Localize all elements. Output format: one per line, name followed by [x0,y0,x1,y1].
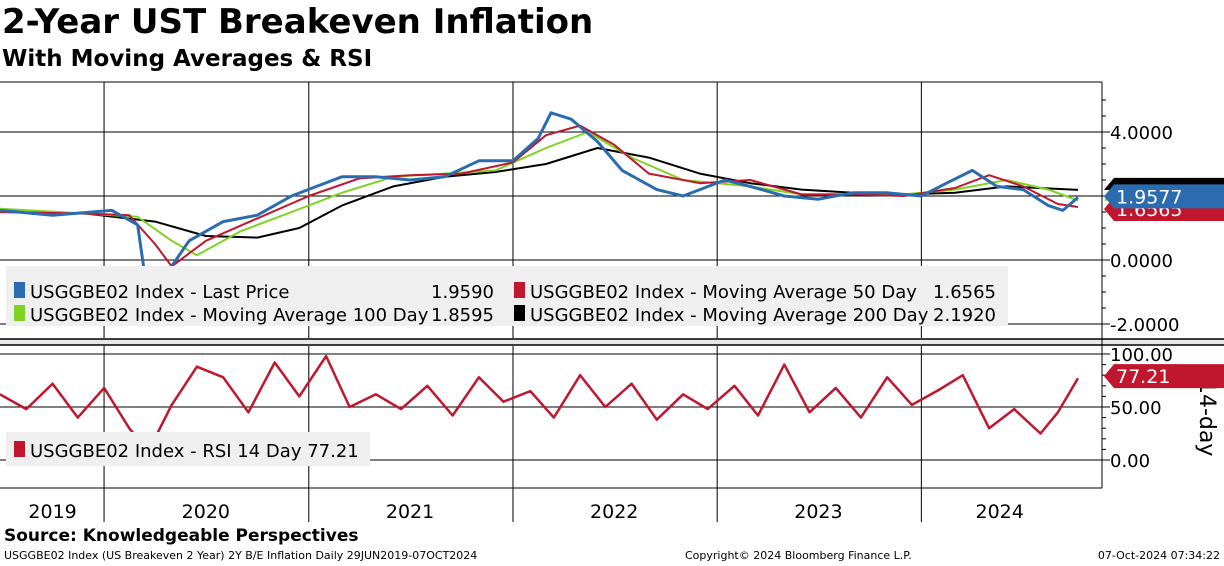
legend-swatch [514,305,525,321]
legend-label: USGGBE02 Index - Moving Average 50 Day [530,282,917,303]
legend-label: USGGBE02 Index - RSI 14 Day 77.21 [30,441,359,462]
price-y-tick-label: 0.0000 [1110,251,1173,272]
x-tick-label-2024: 2024 [976,501,1024,523]
tag-rsi-shape [1104,364,1224,389]
rsi-y-tick-label: 100.00 [1110,345,1173,366]
tag-rsi: 77.21 [1104,364,1224,389]
rsi-y-tick-label: 50.00 [1110,398,1162,419]
tag-last-price-shape [1104,184,1224,209]
legend-value: 1.8595 [431,305,494,326]
legend-label: USGGBE02 Index - Moving Average 100 Day [30,305,429,326]
legend-label: USGGBE02 Index - Moving Average 200 Day [530,305,929,326]
series-line-last-price [0,111,1079,297]
rsi-legend-background [6,432,370,466]
legend-label: USGGBE02 Index - Last Price [30,282,289,303]
chart-title: 2-Year UST Breakeven Inflation [2,2,594,42]
series-line-ma50 [0,124,1079,268]
rsi-y-axis-label: 14-day [1194,380,1219,456]
tag-last-price-text: 1.9577 [1116,186,1182,208]
legend-value: 1.9590 [431,282,494,303]
x-tick-label-2020: 2020 [182,501,230,523]
rsi-y-tick-label: 0.00 [1110,451,1150,472]
footer-timestamp: 07-Oct-2024 07:34:22 [1097,549,1220,562]
series-line-rsi [0,354,1080,453]
x-tick-label-2022: 2022 [590,501,638,523]
legend-swatch [14,441,25,457]
x-tick-label-2021: 2021 [386,501,434,523]
source-note: Source: Knowledgeable Perspectives [4,526,359,546]
footer-series-description: USGGBE02 Index (US Breakeven 2 Year) 2Y … [4,549,478,562]
legend-swatch [14,305,25,321]
price-legend: USGGBE02 Index - Last Price 1.9590 USGGBE0… [6,266,1008,326]
rsi-legend: USGGBE02 Index - RSI 14 Day 77.21 [6,432,370,466]
tag-last-price: 1.9577 [1104,184,1224,209]
chart-subtitle: With Moving Averages & RSI [2,46,373,72]
legend-swatch [514,282,525,298]
legend-swatch [14,282,25,298]
panel-divider [0,339,1224,345]
x-tick-label-2023: 2023 [794,501,842,523]
x-tick-label-2019: 2019 [28,501,76,523]
tag-rsi-text: 77.21 [1116,366,1170,388]
footer-copyright: Copyright© 2024 Bloomberg Finance L.P. [685,549,912,562]
price-y-tick-label: -2.0000 [1110,315,1179,336]
price-y-tick-label: 4.0000 [1110,123,1173,144]
legend-value: 1.6565 [933,282,996,303]
price-legend-background [6,266,1008,326]
legend-value: 2.1920 [933,305,996,326]
